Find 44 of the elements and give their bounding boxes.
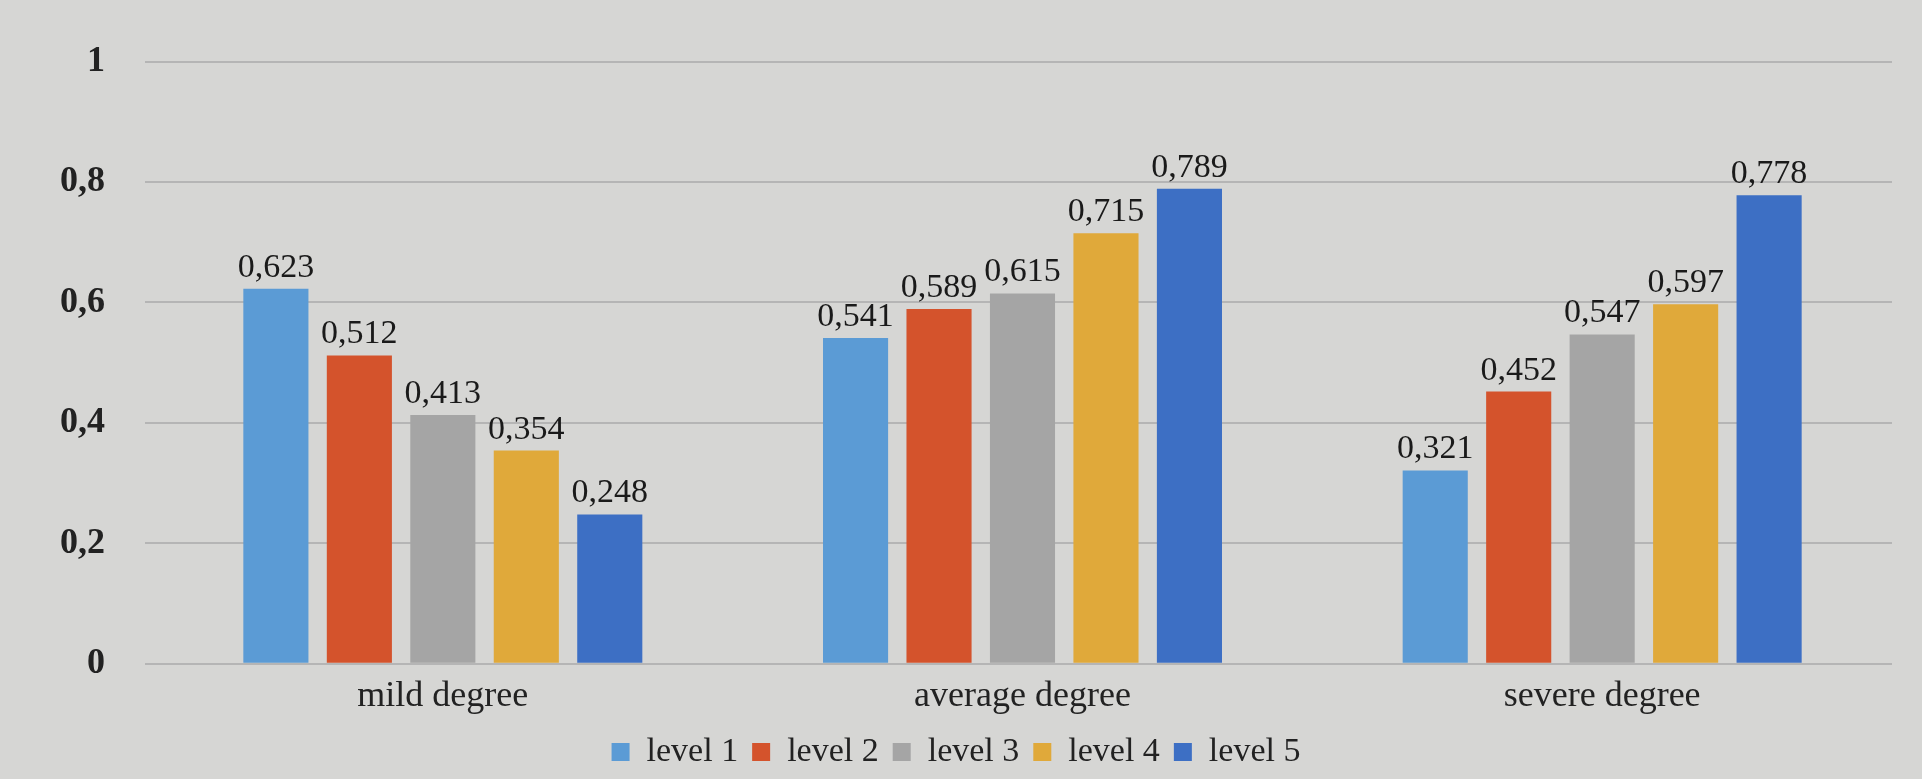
legend-label: level 2: [787, 730, 879, 768]
data-label: 0,789: [1151, 146, 1228, 184]
data-label: 0,597: [1647, 262, 1724, 300]
data-label: 0,715: [1067, 191, 1145, 229]
legend-label: level 1: [646, 730, 739, 768]
y-tick-label: 1: [87, 38, 105, 79]
data-label: 0,248: [571, 472, 649, 510]
bar: [326, 355, 392, 663]
legend-label: level 5: [1208, 730, 1301, 768]
bar: [1569, 334, 1635, 663]
y-tick-label: 0,2: [60, 520, 105, 561]
y-tick-label: 0,8: [60, 159, 105, 200]
bar: [1736, 195, 1802, 663]
data-label: 0,589: [900, 267, 978, 305]
bar: [906, 309, 972, 663]
bar: [1486, 391, 1552, 663]
data-label: 0,623: [237, 246, 315, 284]
x-tick-label: average degree: [914, 673, 1131, 714]
data-label: 0,615: [984, 251, 1061, 289]
bar: [1653, 304, 1719, 663]
bar: [1073, 233, 1139, 663]
x-tick-label: severe degree: [1503, 673, 1701, 714]
data-label: 0,413: [404, 373, 482, 411]
legend-label: level 3: [927, 730, 1020, 768]
y-tick-label: 0,4: [60, 400, 105, 441]
y-tick-label: 0: [87, 641, 105, 682]
data-label: 0,778: [1730, 153, 1808, 191]
x-tick-label: mild degree: [357, 673, 529, 714]
bar: [989, 293, 1056, 663]
bar: [493, 450, 559, 663]
data-label: 0,452: [1480, 349, 1557, 387]
data-label: 0,547: [1563, 292, 1641, 330]
bar: [243, 288, 309, 663]
bar: [823, 338, 889, 663]
data-label: 0,354: [488, 408, 565, 446]
bar: [1402, 470, 1468, 663]
data-label: 0,512: [321, 313, 398, 351]
data-label: 0,541: [817, 295, 894, 333]
legend-label: level 4: [1068, 730, 1160, 768]
data-label: 0,321: [1396, 428, 1474, 466]
bar: [577, 514, 643, 663]
bar: [1156, 188, 1222, 663]
y-tick-label: 0,6: [60, 279, 105, 320]
bar: [410, 415, 476, 663]
